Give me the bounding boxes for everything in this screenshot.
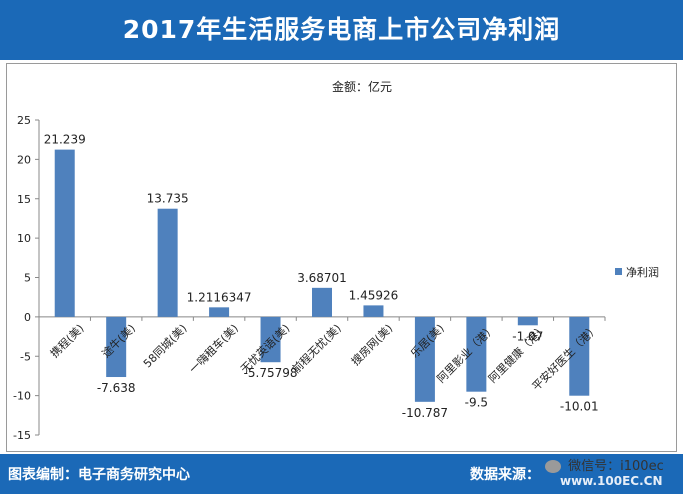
x-category-label: 58同城(美) — [141, 322, 190, 371]
bar-11 — [569, 316, 590, 396]
y-tick-label: 15 — [17, 193, 31, 206]
data-label: 1.45926 — [349, 288, 399, 302]
data-label: -10.01 — [560, 400, 599, 414]
data-label: 13.735 — [147, 192, 189, 206]
bar-7 — [363, 305, 384, 317]
x-category-label: 搜房网(美) — [348, 321, 395, 368]
bar-10 — [517, 316, 538, 326]
y-tick-label: -15 — [13, 429, 31, 442]
bar-9 — [466, 316, 487, 392]
bar-2 — [106, 316, 127, 378]
y-tick-label: 25 — [17, 114, 31, 127]
chart-panel: 金额：亿元 25 20 15 10 5 0 -5 -10 -15 21.239 携程(美) -7.638… — [6, 63, 677, 452]
data-label: 3.68701 — [297, 271, 347, 285]
bar-5 — [260, 316, 281, 363]
y-tick-label: 20 — [17, 153, 31, 166]
y-tick-label: 10 — [17, 232, 31, 245]
data-label: -10.787 — [402, 406, 448, 420]
data-label: 21.239 — [44, 133, 86, 147]
data-label: -7.638 — [97, 381, 136, 395]
legend-swatch — [615, 268, 622, 275]
page-title: 2017年生活服务电商上市公司净利润 — [0, 0, 683, 60]
wechat-id: 微信号：i100ec — [568, 459, 664, 474]
bar-3 — [157, 208, 178, 317]
y-tick-label: -10 — [13, 390, 31, 403]
x-category-label: 携程(美) — [47, 321, 86, 360]
x-category-label: 前程无忧(美) — [289, 321, 344, 376]
bar-1 — [54, 149, 75, 317]
data-label: -5.75798 — [244, 366, 298, 380]
legend-label: 净利润 — [626, 265, 659, 279]
y-tick-label: 0 — [24, 311, 31, 324]
chart-unit-title: 金额：亿元 — [332, 79, 392, 94]
bar-8 — [414, 316, 435, 402]
bar-4 — [209, 307, 230, 317]
y-tick-label: -5 — [20, 350, 31, 363]
footer-bar: 图表编制：电子商务研究中心 数据来源： — [0, 454, 683, 494]
site-watermark: www.100EC.CN — [560, 474, 663, 488]
footer-data-source: 数据来源： — [470, 467, 540, 483]
x-category-label: 一嗨租车(美) — [186, 321, 241, 376]
wechat-icon — [545, 460, 561, 473]
bar-6 — [312, 287, 332, 317]
footer-source-compiler: 图表编制：电子商务研究中心 — [8, 467, 190, 483]
net-profit-bar-chart: 金额：亿元 25 20 15 10 5 0 -5 -10 -15 21.239 携程(美) -7.638… — [13, 79, 659, 442]
y-tick-label: 5 — [24, 272, 31, 285]
wechat-badge: 微信号：i100ec — [545, 455, 680, 475]
data-label: -1.07 — [512, 329, 543, 343]
data-label: 1.2116347 — [187, 290, 252, 304]
data-label: -9.5 — [465, 396, 488, 410]
